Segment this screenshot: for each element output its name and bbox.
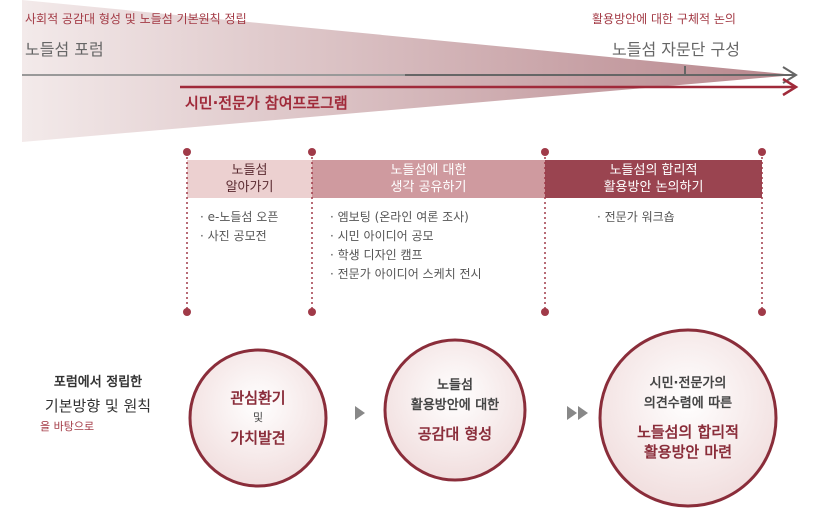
text: 활용방안 마련 bbox=[643, 443, 733, 461]
circle-text: 관심환기 및 가치발견 bbox=[190, 350, 326, 486]
item: 엠보팅 (온라인 여론 조사) bbox=[330, 208, 482, 227]
text: 알아가기 bbox=[225, 180, 274, 195]
text: 관심환기 bbox=[230, 389, 286, 407]
text: 노들섬 bbox=[231, 163, 268, 178]
text: 공감대 형성 bbox=[417, 425, 493, 443]
text: 노들섬의 합리적 bbox=[637, 423, 739, 441]
text: 포럼에서 정립한 bbox=[53, 375, 143, 390]
outcome-circle bbox=[598, 328, 778, 508]
circle-text: 시민·전문가의 의견수렴에 따른 노들섬의 합리적 활용방안 마련 bbox=[600, 330, 776, 506]
item: 전문가 아이디어 스케치 전시 bbox=[330, 265, 482, 284]
arrowhead bbox=[782, 77, 799, 97]
item: 사진 공모전 bbox=[200, 227, 278, 246]
arrow bbox=[567, 406, 577, 420]
program-label: 시민·전문가 참여프로그램 bbox=[185, 94, 348, 112]
text: 기본방향 및 원칙 bbox=[44, 397, 152, 415]
outcome-circle bbox=[188, 348, 328, 488]
item: 시민 아이디어 공모 bbox=[330, 227, 482, 246]
phase-bar bbox=[312, 160, 545, 198]
text: 노들섬에 대한 bbox=[390, 163, 467, 178]
note: 활용방안에 대한 구체적 논의 bbox=[592, 12, 736, 26]
label: 노들섬 포럼 bbox=[25, 40, 104, 59]
dividers bbox=[186, 152, 763, 312]
text: 을 바탕으로 bbox=[40, 420, 95, 433]
text: 노들섬의 합리적 bbox=[609, 163, 698, 178]
label: 노들섬 자문단 구성 bbox=[612, 40, 740, 59]
text: 활용방안 논의하기 bbox=[603, 180, 704, 195]
arrow bbox=[578, 406, 588, 420]
phase-bar bbox=[545, 160, 762, 198]
phase-bar bbox=[187, 160, 312, 198]
item: 학생 디자인 캠프 bbox=[330, 246, 482, 265]
text: 노들섬 bbox=[437, 378, 473, 393]
text: 시민·전문가의 bbox=[649, 376, 727, 391]
circle-text: 노들섬 활용방안에 대한 공감대 형성 bbox=[385, 340, 525, 480]
text: 및 bbox=[252, 411, 264, 424]
intro: 포럼에서 정립한 기본방향 및 원칙 을 바탕으로 bbox=[18, 372, 178, 434]
wedge bbox=[22, 0, 795, 142]
item: 전문가 워크숍 bbox=[597, 208, 675, 227]
outcome-circle bbox=[383, 338, 527, 482]
arrow bbox=[355, 406, 365, 420]
item: e-노들섬 오픈 bbox=[200, 208, 279, 227]
text: 의견수렴에 따른 bbox=[643, 396, 733, 411]
note: 사회적 공감대 형성 및 노들섬 기본원칙 정립 bbox=[25, 12, 247, 26]
phase-items: 엠보팅 (온라인 여론 조사) 시민 아이디어 공모 학생 디자인 캠프 전문가… bbox=[330, 208, 482, 284]
divider-dots bbox=[183, 148, 766, 316]
phase-items: 전문가 워크숍 bbox=[597, 208, 675, 227]
phase-items: e-노들섬 오픈 사진 공모전 bbox=[200, 208, 279, 246]
text: 가치발견 bbox=[230, 429, 286, 447]
text: 활용방안에 대한 bbox=[410, 398, 500, 413]
text: 생각 공유하기 bbox=[390, 180, 467, 195]
